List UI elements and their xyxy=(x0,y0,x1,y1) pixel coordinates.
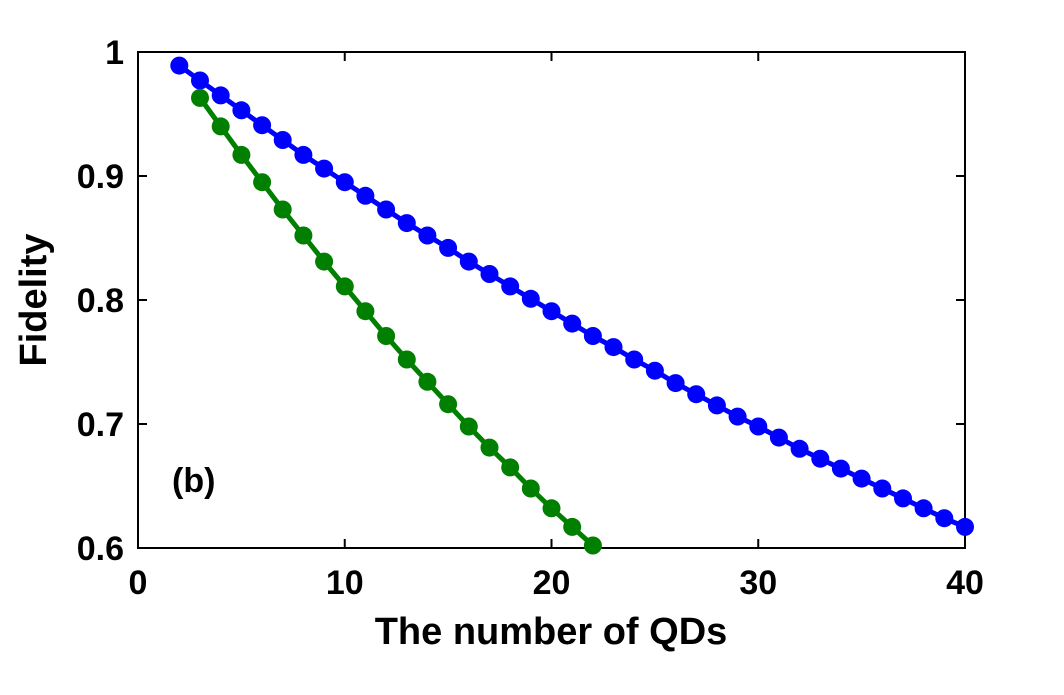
data-point xyxy=(563,517,582,536)
data-point xyxy=(914,499,933,518)
data-point xyxy=(232,101,251,120)
y-tick-label: 0.9 xyxy=(77,158,124,196)
data-point xyxy=(935,509,954,528)
data-point xyxy=(666,374,685,393)
data-point xyxy=(604,338,623,357)
data-point xyxy=(749,417,768,436)
y-tick-label: 0.6 xyxy=(77,530,124,568)
axis-ticks xyxy=(137,51,966,549)
data-point xyxy=(294,145,313,164)
tick-labels: 0 10 20 30 40 0.6 0.7 0.8 0.9 1 xyxy=(77,34,984,602)
data-point xyxy=(397,350,416,369)
data-point xyxy=(273,200,292,219)
data-point xyxy=(253,116,272,135)
data-point xyxy=(356,302,375,321)
data-point xyxy=(728,407,747,426)
data-point xyxy=(459,417,478,436)
data-point xyxy=(894,489,912,508)
data-point xyxy=(253,173,272,192)
data-point xyxy=(873,479,892,498)
x-tick-label: 10 xyxy=(326,564,364,602)
data-point xyxy=(335,173,354,192)
data-point xyxy=(707,396,726,415)
series-2 xyxy=(191,88,602,555)
data-point xyxy=(315,159,334,178)
data-point xyxy=(542,499,561,518)
data-point xyxy=(769,428,788,447)
data-point xyxy=(397,214,416,233)
data-point xyxy=(852,469,871,488)
data-point xyxy=(377,327,396,345)
data-point xyxy=(191,88,209,107)
data-point xyxy=(480,438,499,457)
data-point xyxy=(211,117,230,136)
data-point xyxy=(501,277,520,296)
data-point xyxy=(315,252,334,271)
data-point xyxy=(790,439,809,458)
data-point xyxy=(501,458,520,477)
data-point xyxy=(831,459,850,478)
data-point xyxy=(356,186,375,205)
data-point xyxy=(439,238,458,257)
data-point xyxy=(625,350,644,369)
x-axis-title: The number of QDs xyxy=(375,611,728,653)
data-point xyxy=(956,517,974,536)
data-point xyxy=(521,289,540,308)
data-point xyxy=(418,372,437,391)
data-point xyxy=(563,314,582,333)
y-tick-label: 1 xyxy=(105,34,124,72)
x-tick-label: 20 xyxy=(533,564,571,602)
y-tick-label: 0.7 xyxy=(77,406,124,444)
data-point xyxy=(232,145,251,164)
data-point xyxy=(811,449,830,468)
data-point xyxy=(170,56,189,75)
data-point xyxy=(418,226,437,245)
data-point xyxy=(480,265,499,283)
data-point xyxy=(273,131,292,149)
data-point xyxy=(459,252,478,271)
data-point xyxy=(687,385,706,404)
data-point xyxy=(439,395,458,414)
series-layer xyxy=(170,56,974,555)
data-point xyxy=(583,536,602,555)
data-point xyxy=(377,200,396,219)
x-tick-label: 0 xyxy=(129,564,148,602)
panel-label: (b) xyxy=(172,462,215,500)
data-point xyxy=(521,479,540,498)
data-point xyxy=(335,277,354,296)
x-tick-label: 40 xyxy=(946,564,984,602)
data-point xyxy=(294,226,313,245)
data-point xyxy=(211,86,230,105)
data-point xyxy=(542,302,561,321)
y-axis-title: Fidelity xyxy=(13,233,55,366)
data-point xyxy=(645,361,664,380)
x-tick-label: 30 xyxy=(739,564,777,602)
series-1 xyxy=(170,56,974,536)
data-point xyxy=(191,71,209,90)
y-tick-label: 0.8 xyxy=(77,282,124,320)
data-point xyxy=(583,327,602,345)
